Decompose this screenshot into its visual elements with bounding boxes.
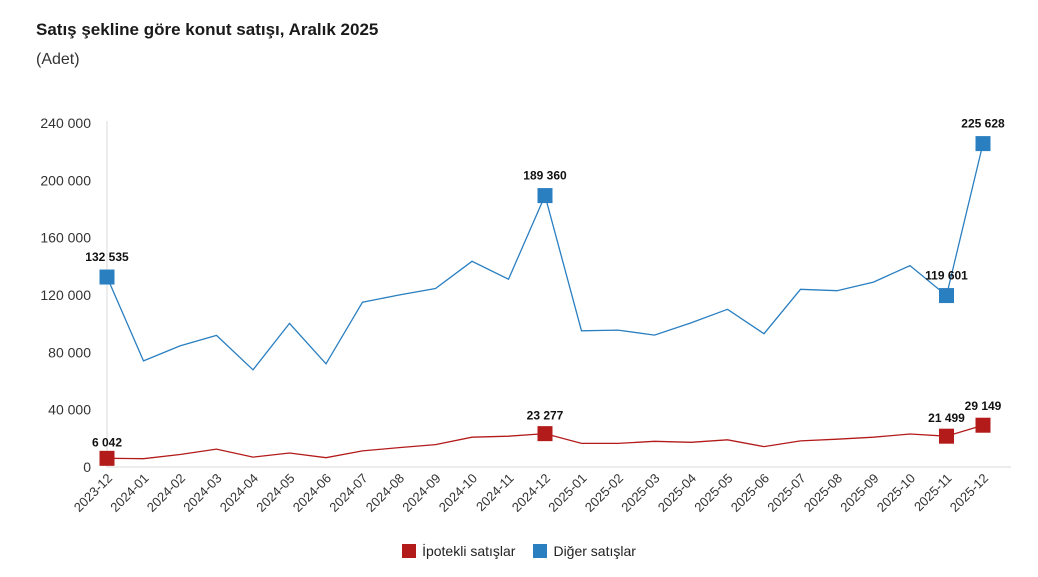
data-marker — [537, 188, 553, 204]
data-marker — [99, 450, 115, 466]
x-tick-label: 2025-07 — [764, 471, 808, 515]
legend-item-mortgage[interactable]: İpotekli satışlar — [402, 543, 515, 559]
x-tick-label: 2025-01 — [545, 471, 589, 515]
data-marker — [939, 428, 954, 444]
y-tick-label: 120 000 — [40, 287, 91, 303]
x-tick-label: 2025-06 — [728, 471, 772, 515]
x-tick-label: 2025-02 — [582, 471, 626, 515]
x-tick-label: 2024-06 — [290, 471, 334, 515]
x-tick-label: 2025-04 — [655, 471, 699, 515]
data-label: 132 535 — [85, 250, 129, 264]
legend-swatch-other — [533, 544, 548, 558]
x-tick-label: 2025-12 — [947, 471, 991, 515]
x-tick-label: 2024-02 — [144, 471, 188, 515]
x-tick-label: 2025-09 — [837, 471, 881, 515]
data-label: 21 499 — [928, 411, 965, 425]
data-label: 225 628 — [961, 117, 1005, 131]
x-tick-label: 2024-01 — [107, 471, 151, 515]
x-tick-label: 2025-10 — [874, 471, 918, 515]
legend-label-other: Diğer satışlar — [553, 543, 636, 559]
x-tick-label: 2025-05 — [691, 471, 735, 515]
x-tick-label: 2024-12 — [509, 471, 553, 515]
data-marker — [99, 269, 115, 285]
y-tick-label: 80 000 — [48, 344, 91, 360]
y-tick-label: 200 000 — [40, 172, 91, 188]
x-tick-label: 2024-04 — [217, 471, 261, 515]
chart-subtitle: (Adet) — [36, 51, 80, 68]
data-label: 6 042 — [92, 435, 122, 449]
chart-legend: İpotekli satışlar Diğer satışlar — [0, 543, 1038, 559]
x-tick-label: 2024-07 — [326, 471, 370, 515]
x-tick-label: 2024-11 — [473, 471, 517, 515]
data-marker — [939, 288, 954, 304]
legend-item-other[interactable]: Diğer satışlar — [533, 543, 636, 559]
y-tick-label: 240 000 — [40, 115, 91, 131]
data-marker — [975, 136, 991, 152]
data-label: 119 601 — [925, 269, 968, 283]
legend-swatch-mortgage — [402, 544, 417, 558]
x-tick-label: 2024-05 — [253, 471, 297, 515]
data-label: 29 149 — [965, 399, 1002, 413]
x-tick-label: 2024-03 — [180, 471, 224, 515]
y-tick-label: 0 — [83, 459, 91, 475]
x-tick-label: 2024-10 — [436, 471, 480, 515]
chart-title: Satış şekline göre konut satışı, Aralık … — [36, 20, 379, 39]
data-label: 189 360 — [523, 169, 567, 183]
y-tick-label: 40 000 — [48, 402, 91, 418]
x-tick-label: 2023-12 — [71, 471, 115, 515]
x-tick-label: 2025-08 — [801, 471, 845, 515]
data-label: 23 277 — [527, 409, 564, 423]
x-tick-label: 2025-11 — [911, 471, 955, 515]
legend-label-mortgage: İpotekli satışlar — [422, 543, 516, 559]
y-tick-label: 160 000 — [40, 230, 91, 246]
x-tick-label: 2025-03 — [618, 471, 662, 515]
data-marker — [537, 426, 553, 442]
x-tick-label: 2024-09 — [399, 471, 443, 515]
x-tick-label: 2024-08 — [363, 471, 407, 515]
data-marker — [975, 417, 991, 433]
